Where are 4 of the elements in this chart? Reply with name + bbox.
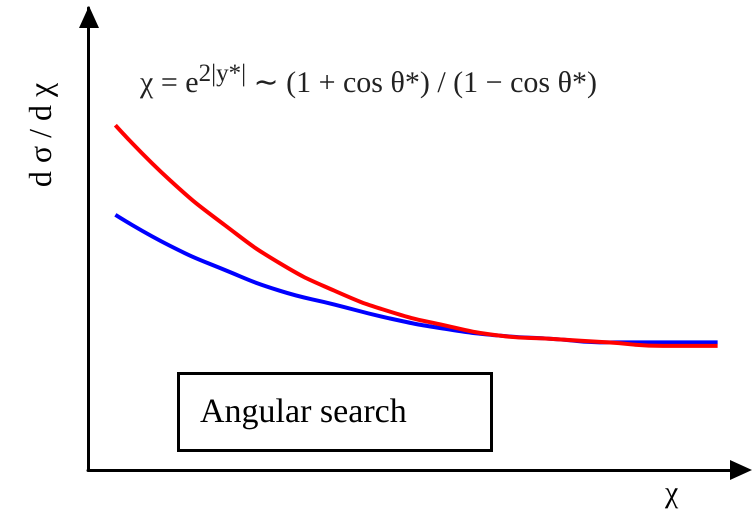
y-axis-title: d σ / d χ — [22, 82, 58, 188]
x-axis-title: χ — [665, 476, 678, 510]
text: χ = e$^{2|y*|}$ ∼ (1 + cos θ*) / (1 − cos θ*) — [140, 60, 597, 100]
text-box: Angular search — [177, 372, 493, 452]
